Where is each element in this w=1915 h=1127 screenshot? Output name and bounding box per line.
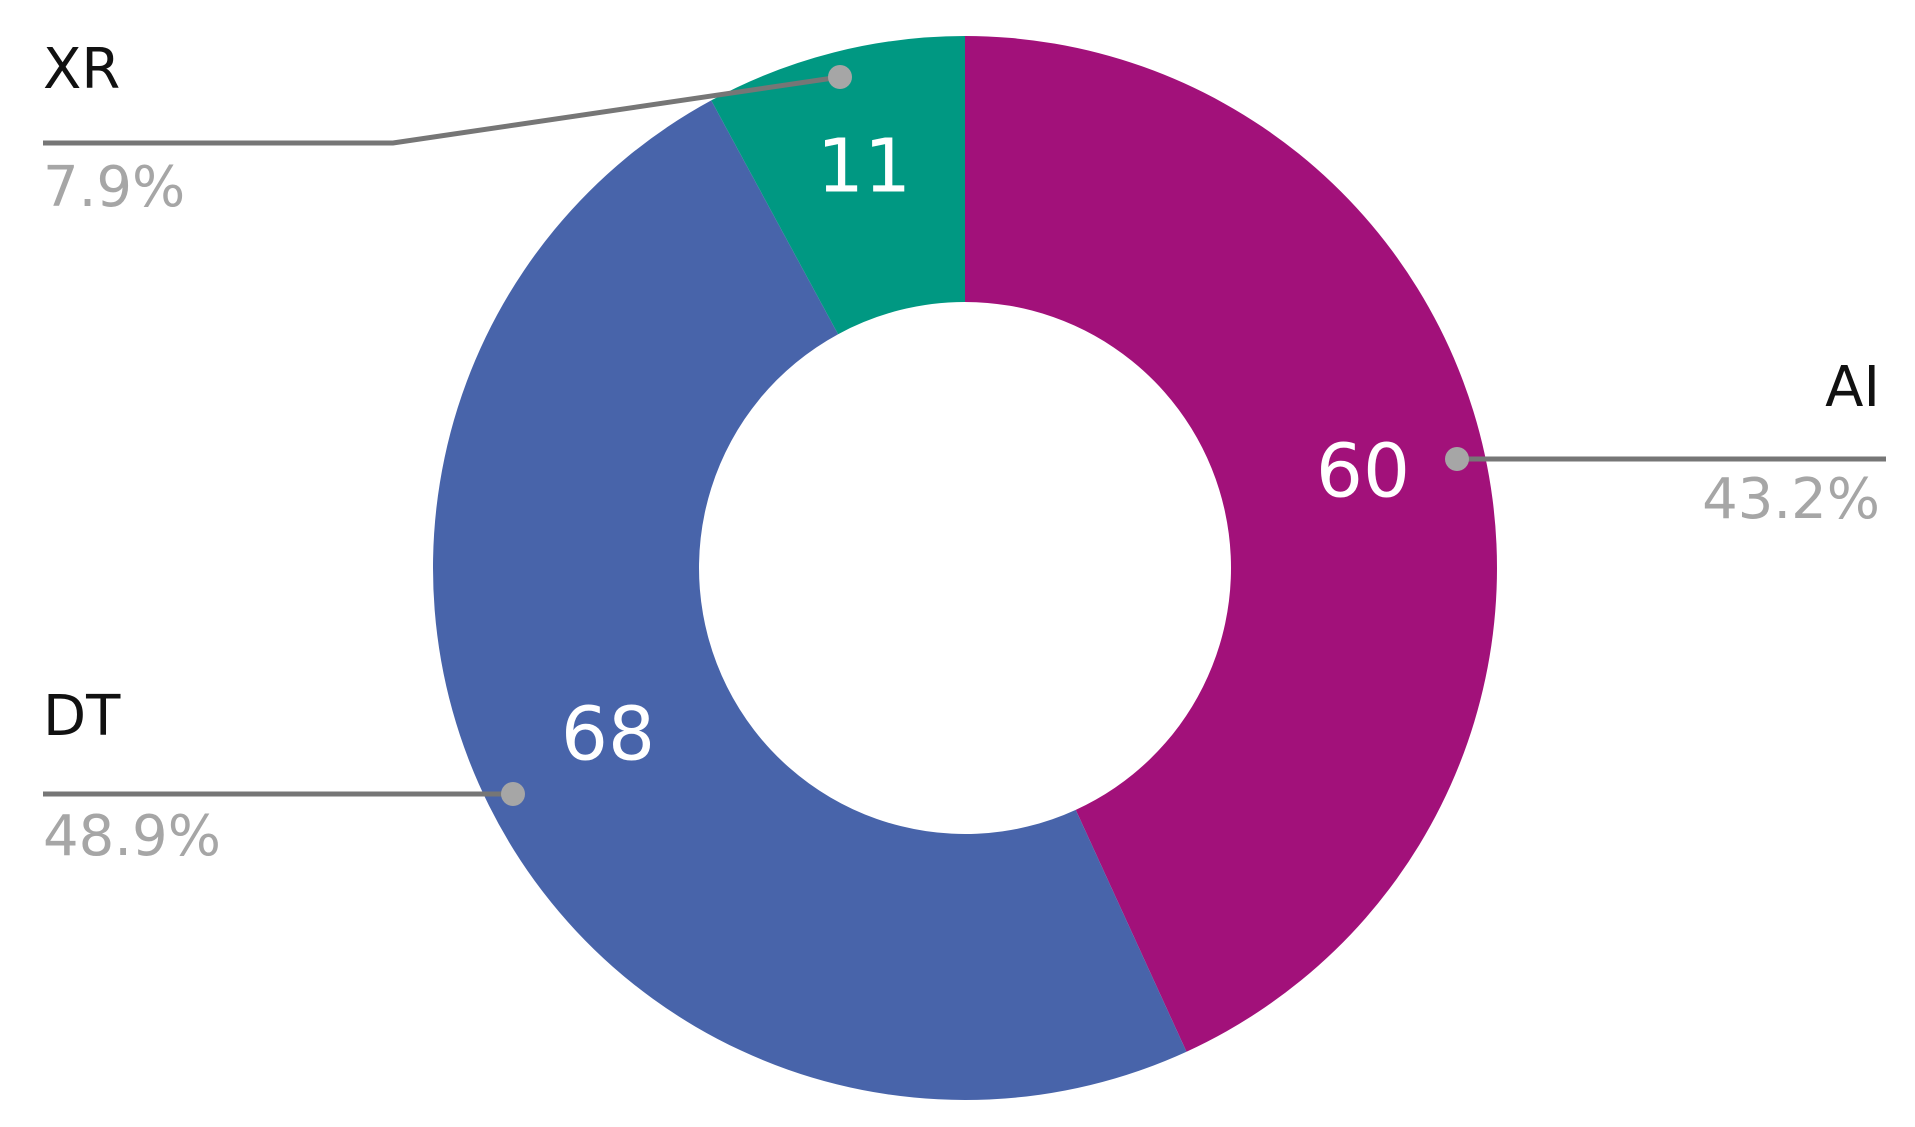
donut-slice <box>433 100 1187 1100</box>
leader-line <box>43 74 841 146</box>
donut-slice <box>711 36 965 335</box>
leader-dot <box>501 782 525 806</box>
category-label: XR <box>43 37 120 102</box>
leader-dot <box>828 65 852 89</box>
category-label: AI <box>1825 355 1880 420</box>
percent-label: 7.9% <box>43 155 185 220</box>
value-label: 60 <box>1316 429 1410 515</box>
leader-dot <box>1445 447 1469 471</box>
value-label: 68 <box>561 692 655 778</box>
category-label: DT <box>43 684 121 749</box>
percent-label: 43.2% <box>1702 467 1880 532</box>
value-label: 11 <box>817 124 911 210</box>
donut-slice <box>965 36 1497 1052</box>
percent-label: 48.9% <box>43 804 221 869</box>
